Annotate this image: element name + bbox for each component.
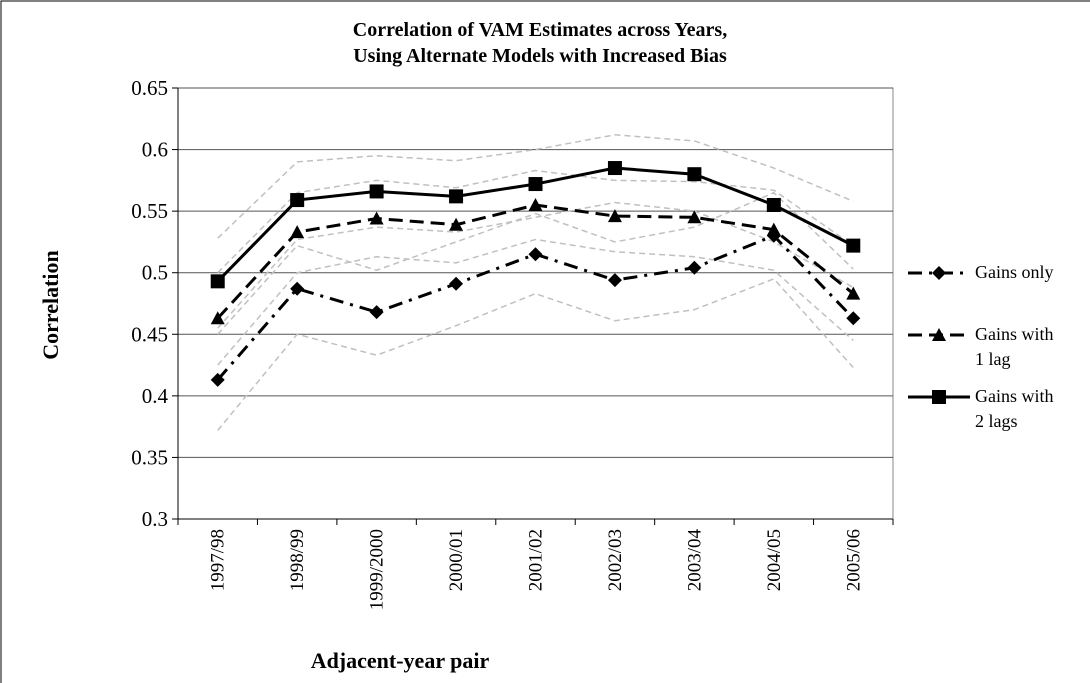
x-tick-label: 2001/02 — [526, 529, 547, 591]
y-tick-label: 0.3 — [142, 507, 168, 531]
x-tick-label: 2000/01 — [446, 529, 467, 591]
x-axis-label: Adjacent-year pair — [311, 648, 490, 673]
marker — [290, 193, 305, 208]
band-line — [217, 191, 854, 335]
marker — [932, 328, 946, 341]
legend-label: Gains with 2 lags — [975, 386, 1054, 431]
marker — [449, 276, 464, 291]
marker — [290, 225, 305, 239]
x-tick-label: 2003/04 — [684, 529, 705, 592]
x-tick-label: 1998/99 — [287, 529, 308, 591]
marker — [846, 238, 861, 253]
marker — [932, 390, 946, 404]
band-line — [217, 169, 854, 274]
marker — [607, 209, 622, 223]
marker — [846, 286, 861, 300]
marker — [290, 281, 305, 296]
x-tick-label: 1999/2000 — [367, 529, 388, 610]
marker — [210, 311, 225, 325]
marker — [528, 247, 543, 262]
x-tick-label: 1997/98 — [208, 529, 229, 591]
y-tick-label: 0.35 — [131, 445, 168, 469]
y-tick-label: 0.45 — [131, 322, 168, 346]
marker — [449, 189, 464, 204]
marker — [210, 274, 225, 289]
x-tick-label: 2004/05 — [764, 529, 785, 591]
y-tick-label: 0.65 — [131, 76, 168, 100]
marker — [607, 273, 622, 288]
y-tick-label: 0.5 — [142, 261, 168, 285]
marker — [687, 167, 702, 182]
marker — [687, 210, 702, 224]
band-line — [217, 277, 854, 431]
x-tick-label: 2002/03 — [605, 529, 626, 591]
x-tick-label: 2005/06 — [843, 529, 864, 591]
marker — [528, 197, 543, 211]
marker — [528, 177, 543, 192]
marker — [210, 372, 225, 387]
legend-label: Gains with 1 lag — [975, 324, 1054, 369]
marker — [449, 217, 464, 231]
marker — [766, 222, 781, 236]
marker — [369, 305, 384, 320]
marker — [607, 161, 622, 176]
y-tick-label: 0.6 — [142, 138, 168, 162]
band-line — [217, 238, 854, 366]
marker — [369, 184, 384, 199]
marker — [687, 260, 702, 275]
y-tick-label: 0.55 — [131, 199, 168, 223]
series-line — [216, 203, 855, 320]
y-tick-label: 0.4 — [142, 384, 169, 408]
marker — [766, 197, 781, 212]
marker — [846, 311, 861, 326]
marker — [369, 211, 384, 225]
chart-title: Correlation of VAM Estimates across Year… — [353, 19, 727, 41]
y-axis-label: Correlation — [38, 250, 63, 360]
chart-title: Using Alternate Models with Increased Bi… — [353, 45, 727, 67]
band-line — [217, 201, 854, 329]
legend-label: Gains only — [975, 262, 1054, 282]
marker — [932, 266, 946, 280]
